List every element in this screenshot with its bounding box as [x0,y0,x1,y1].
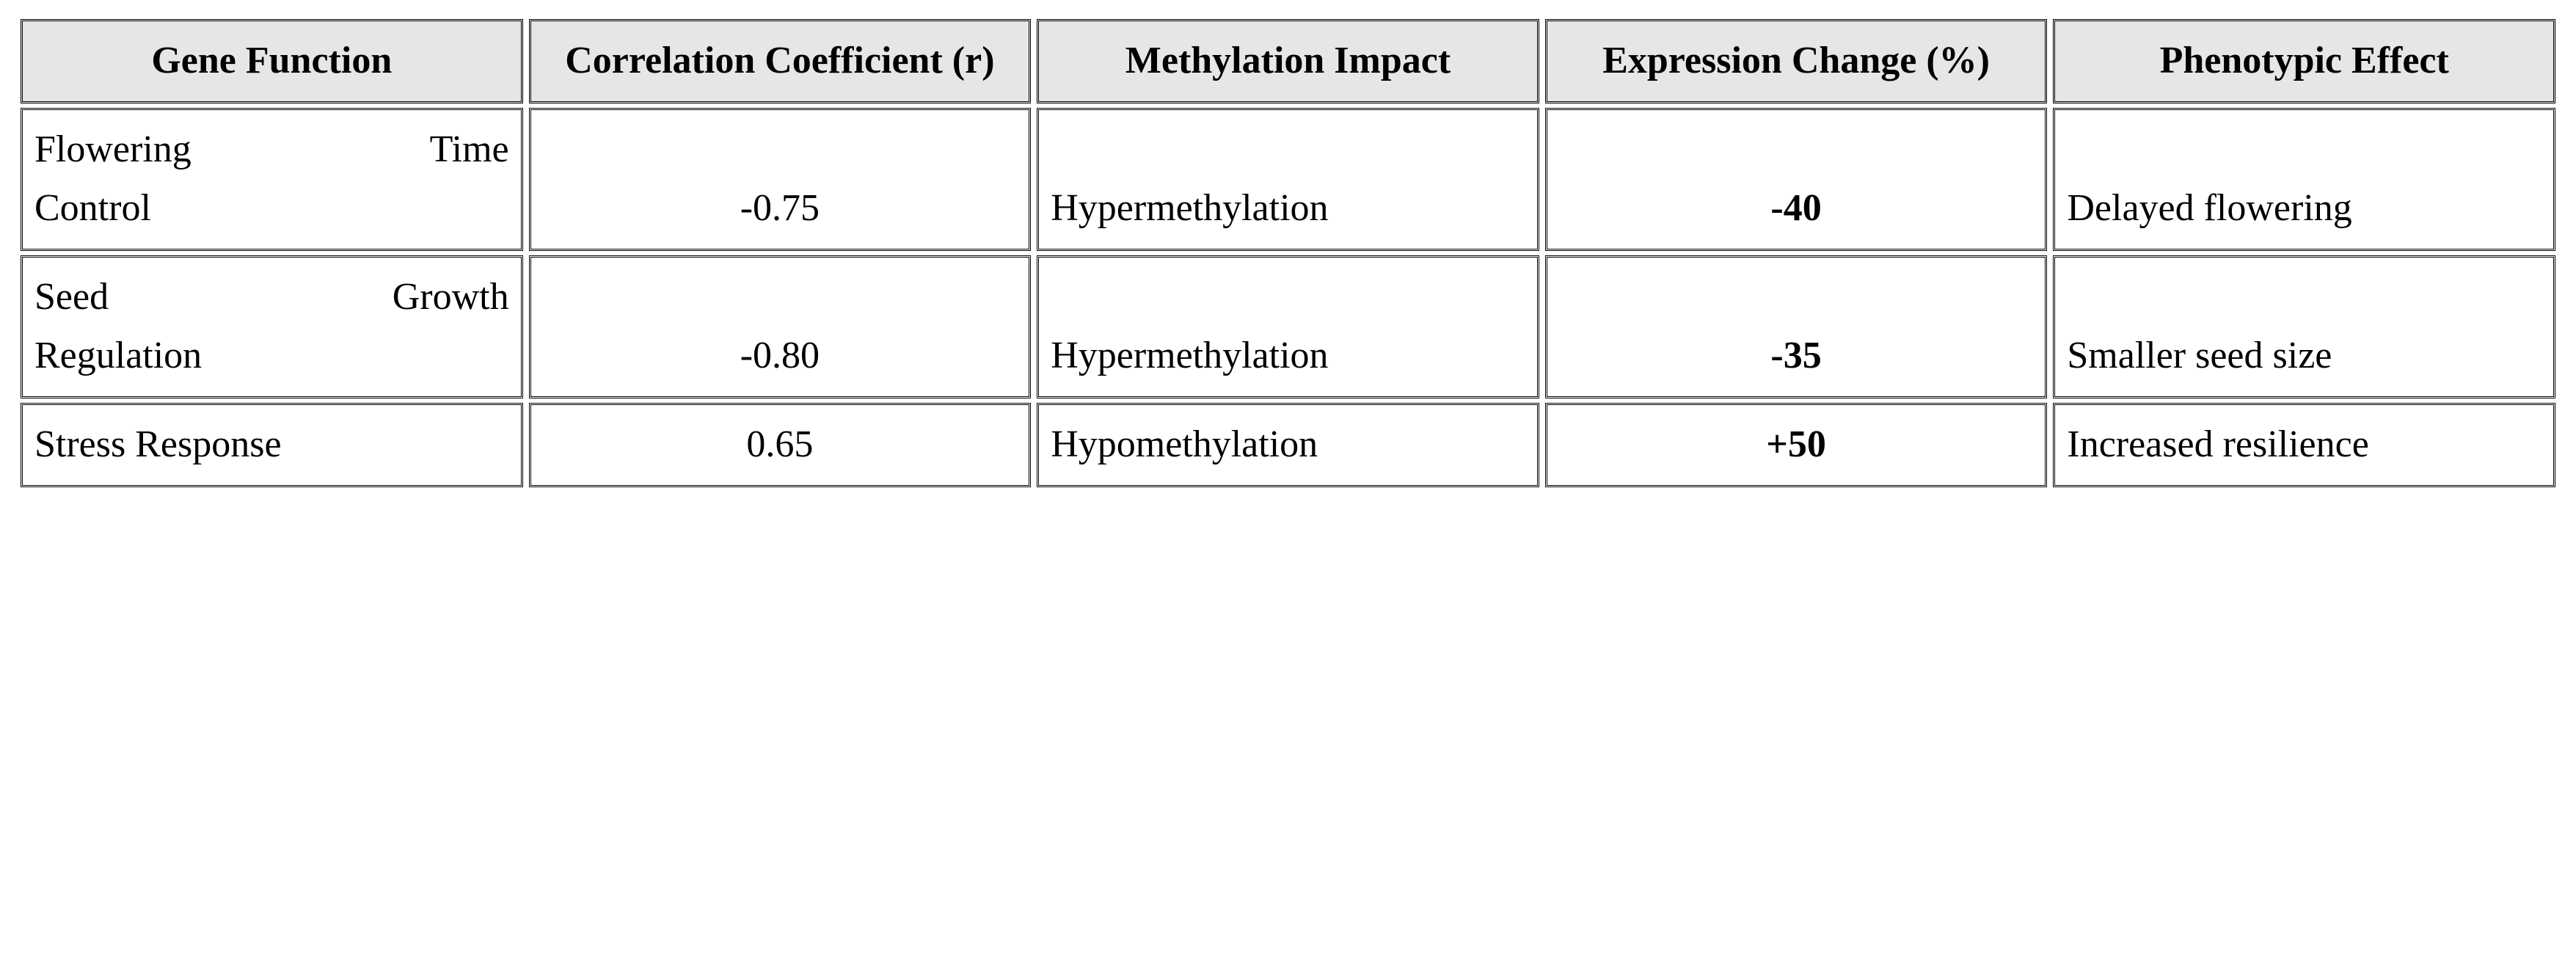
data-table: Gene Function Correlation Coefficient (r… [15,15,2561,492]
cell-correlation: -0.80 [529,255,1032,398]
col-header-correlation: Correlation Coefficient (r) [529,19,1032,103]
cell-methylation: Hypermethylation [1037,108,1539,251]
col-header-methylation: Methylation Impact [1037,19,1539,103]
cell-expression: +50 [1545,403,2048,487]
cell-methylation: Hypermethylation [1037,255,1539,398]
col-header-gene-function: Gene Function [21,19,523,103]
gene-fn-line2: Stress Response [34,415,509,475]
cell-correlation: 0.65 [529,403,1032,487]
table-row: Stress Response 0.65 Hypomethylation +50… [21,403,2555,487]
cell-correlation: -0.75 [529,108,1032,251]
cell-expression: -40 [1545,108,2048,251]
gene-fn-line1: Seed Growth [34,276,509,318]
cell-expression: -35 [1545,255,2048,398]
cell-phenotype: Increased resilience [2053,403,2555,487]
cell-gene-function: Stress Response [21,403,523,487]
cell-gene-function: Flowering Time Control [21,108,523,251]
table-row: Flowering Time Control -0.75 Hypermethyl… [21,108,2555,251]
cell-gene-function: Seed Growth Regulation [21,255,523,398]
gene-fn-line1: Flowering Time [34,128,509,170]
cell-phenotype: Delayed flowering [2053,108,2555,251]
col-header-phenotype: Phenotypic Effect [2053,19,2555,103]
gene-fn-line2: Control [34,179,509,238]
gene-fn-line2: Regulation [34,327,509,386]
table-header-row: Gene Function Correlation Coefficient (r… [21,19,2555,103]
cell-phenotype: Smaller seed size [2053,255,2555,398]
col-header-expression: Expression Change (%) [1545,19,2048,103]
table-row: Seed Growth Regulation -0.80 Hypermethyl… [21,255,2555,398]
cell-methylation: Hypomethylation [1037,403,1539,487]
